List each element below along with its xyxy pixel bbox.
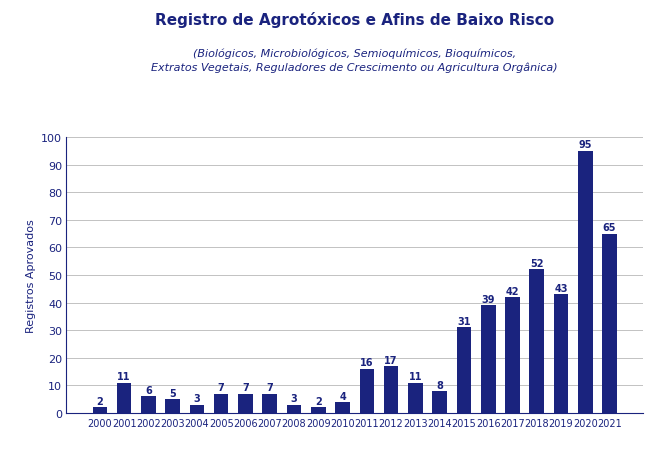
Text: 42: 42 (506, 286, 519, 296)
Text: 65: 65 (603, 223, 617, 233)
Text: 3: 3 (194, 393, 200, 403)
Text: 43: 43 (554, 283, 568, 293)
Text: 39: 39 (481, 294, 495, 304)
Bar (578, 151, 593, 413)
Bar (263, 394, 277, 413)
Text: 7: 7 (242, 382, 249, 392)
Text: Registro de Agrotóxicos e Afins de Baixo Risco: Registro de Agrotóxicos e Afins de Baixo… (155, 11, 554, 28)
Text: 11: 11 (117, 371, 131, 381)
Bar (93, 408, 107, 413)
Text: 2: 2 (315, 396, 322, 406)
Bar (359, 369, 374, 413)
Bar (286, 405, 301, 413)
Bar (602, 234, 617, 413)
Bar (141, 397, 156, 413)
Bar (238, 394, 253, 413)
Text: 5: 5 (169, 388, 176, 398)
Bar (432, 391, 447, 413)
Text: 95: 95 (579, 140, 592, 150)
Text: 16: 16 (360, 358, 373, 368)
Bar (335, 402, 350, 413)
Bar (530, 270, 544, 413)
Text: 7: 7 (267, 382, 273, 392)
Text: 7: 7 (218, 382, 225, 392)
Bar (165, 399, 180, 413)
Text: 4: 4 (339, 391, 346, 401)
Bar (117, 383, 131, 413)
Bar (384, 366, 398, 413)
Text: 31: 31 (457, 316, 471, 326)
Bar (214, 394, 229, 413)
Text: 17: 17 (385, 355, 398, 365)
Bar (457, 328, 471, 413)
Text: 2: 2 (96, 396, 103, 406)
Bar (190, 405, 204, 413)
Text: 3: 3 (290, 393, 298, 403)
Text: 6: 6 (145, 385, 152, 395)
Text: 8: 8 (436, 380, 443, 390)
Text: 52: 52 (530, 258, 544, 269)
Text: (Biológicos, Microbiológicos, Semioquímicos, Bioquímicos,
Extratos Vegetais, Reg: (Biológicos, Microbiológicos, Semioquími… (151, 48, 558, 73)
Bar (481, 306, 495, 413)
Bar (505, 297, 520, 413)
Bar (554, 295, 568, 413)
Text: 11: 11 (408, 371, 422, 381)
Bar (311, 408, 326, 413)
Bar (408, 383, 423, 413)
Y-axis label: Registros Aprovados: Registros Aprovados (26, 218, 36, 332)
